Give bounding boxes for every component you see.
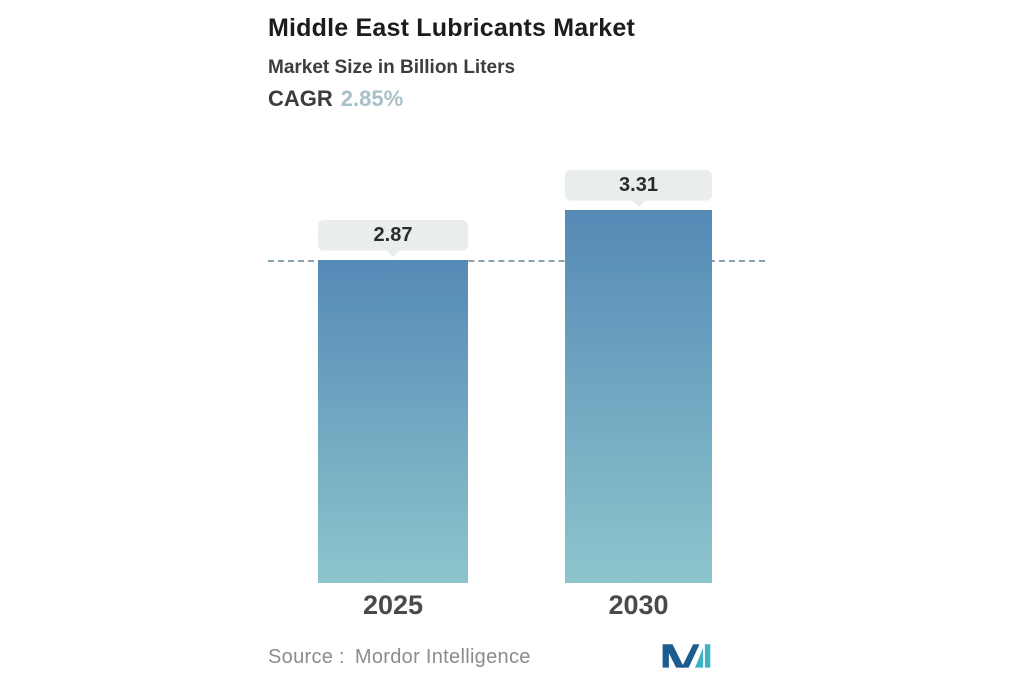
- cagr-label: CAGR: [268, 86, 333, 111]
- source-attribution: Source : Mordor Intelligence: [268, 646, 531, 669]
- chart-title: Middle East Lubricants Market: [268, 14, 635, 42]
- mordor-intelligence-logo: [662, 644, 711, 668]
- bar-group-2025: 2.87: [318, 220, 468, 583]
- value-label: 3.31: [619, 173, 658, 196]
- source-label: Source :: [268, 646, 345, 668]
- x-axis-label-2025: 2025: [362, 590, 424, 620]
- bar-2025: [318, 260, 468, 583]
- pill-caret-icon: [386, 250, 400, 257]
- bar-2030: [565, 210, 712, 583]
- cagr-row: CAGR 2.85%: [268, 86, 403, 112]
- source-value: Mordor Intelligence: [354, 646, 531, 668]
- value-label: 2.87: [373, 223, 413, 246]
- chart-subtitle: Market Size in Billion Liters: [268, 57, 516, 78]
- value-label-pill: 2.87: [318, 220, 468, 250]
- cagr-value: 2.85%: [340, 86, 404, 111]
- reference-dashed-line: [268, 260, 765, 262]
- pill-caret-icon: [631, 200, 646, 207]
- value-label-pill: 3.31: [565, 170, 712, 200]
- x-axis-label-2030: 2030: [608, 590, 669, 620]
- bar-group-2030: 3.31: [565, 170, 712, 583]
